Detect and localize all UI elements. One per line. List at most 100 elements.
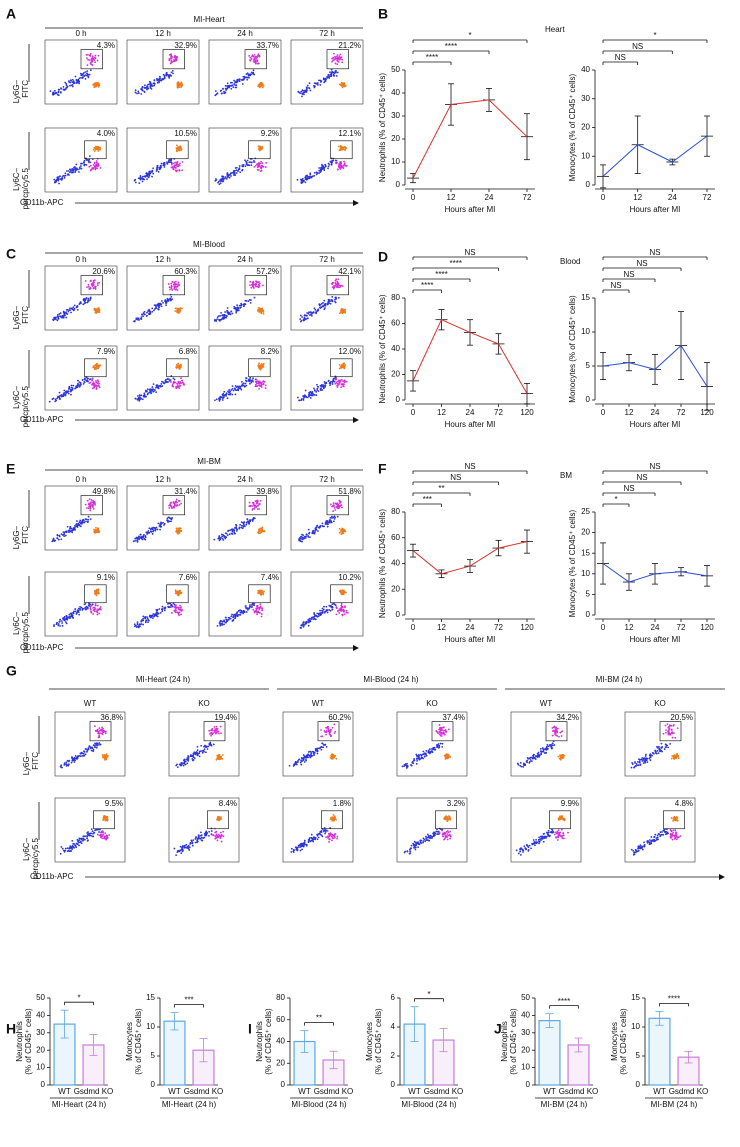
event-dot [252, 380, 255, 383]
event-dot [338, 507, 340, 510]
event-dot [326, 611, 329, 614]
event-dot [339, 148, 342, 150]
event-dot [168, 286, 171, 289]
event-dot [173, 378, 176, 381]
event-dot [336, 54, 339, 56]
event-dot [258, 54, 261, 57]
event-dot [97, 592, 100, 595]
event-dot [98, 612, 101, 615]
event-dot [196, 745, 199, 748]
event-dot [261, 164, 263, 167]
event-dot [303, 316, 306, 319]
event-dot [89, 296, 92, 299]
event-dot [263, 590, 265, 593]
event-dot [322, 165, 325, 168]
event-dot [256, 531, 259, 534]
event-dot [134, 91, 137, 94]
event-dot [73, 304, 76, 307]
event-dot [314, 85, 316, 88]
event-dot [176, 57, 178, 59]
event-dot [147, 621, 149, 624]
event-dot [100, 729, 103, 732]
event-dot [223, 316, 226, 319]
event-dot [307, 754, 310, 756]
event-dot [61, 847, 64, 850]
event-dot [155, 168, 158, 171]
event-dot [260, 381, 263, 384]
event-dot [295, 762, 298, 765]
event-dot [177, 532, 179, 535]
event-dot [674, 736, 677, 739]
event-dot [214, 90, 217, 92]
event-dot [73, 166, 76, 168]
event-dot [86, 301, 89, 304]
event-dot [331, 296, 334, 298]
event-dot [258, 162, 260, 165]
event-dot [182, 764, 185, 767]
event-dot [630, 766, 633, 769]
event-dot [526, 761, 529, 764]
column-label: 24 h [237, 29, 253, 38]
axis-label: FITC [21, 526, 30, 544]
event-dot [254, 504, 257, 507]
event-dot [157, 304, 159, 307]
event-dot [164, 300, 167, 303]
gate-percent: 7.9% [97, 347, 115, 356]
event-dot [63, 535, 66, 537]
event-dot [322, 301, 324, 304]
event-dot [257, 309, 259, 311]
event-dot [644, 761, 647, 764]
event-dot [336, 515, 339, 518]
event-dot [638, 758, 640, 761]
column-label: 0 h [75, 29, 86, 38]
event-dot [172, 505, 175, 508]
event-dot [222, 396, 225, 399]
event-dot [179, 162, 181, 165]
event-dot [55, 91, 57, 94]
event-dot [234, 80, 237, 83]
event-dot [171, 60, 174, 63]
event-dot [93, 307, 96, 310]
event-dot [56, 178, 58, 181]
event-dot [337, 60, 340, 63]
event-dot [335, 378, 338, 381]
event-dot [96, 365, 99, 368]
event-dot [178, 284, 181, 287]
event-dot [225, 618, 228, 621]
event-dot [221, 178, 224, 181]
event-dot [260, 160, 263, 163]
event-dot [169, 379, 172, 381]
event-dot [165, 74, 168, 77]
gate-percent: 12.0% [338, 347, 361, 356]
event-dot [82, 76, 84, 79]
event-dot [340, 164, 343, 167]
event-dot [319, 609, 321, 612]
event-dot [250, 71, 253, 74]
event-dot [341, 83, 344, 86]
event-dot [198, 752, 201, 755]
event-dot [230, 87, 233, 90]
event-dot [242, 609, 245, 612]
event-dot [58, 391, 61, 394]
event-dot [85, 163, 88, 166]
column-label: WT [312, 699, 325, 708]
event-dot [219, 396, 222, 399]
event-dot [98, 530, 101, 533]
event-dot [220, 732, 222, 735]
event-dot [66, 170, 68, 172]
event-dot [334, 284, 337, 287]
event-dot [313, 532, 316, 535]
event-dot [641, 760, 644, 762]
event-dot [88, 73, 91, 76]
event-dot [148, 175, 150, 178]
event-dot [135, 317, 138, 320]
event-dot [162, 521, 164, 524]
event-dot [89, 69, 92, 72]
event-dot [240, 304, 243, 307]
event-dot [170, 282, 173, 285]
event-dot [259, 162, 262, 165]
event-dot [56, 396, 59, 399]
event-dot [250, 286, 253, 289]
event-dot [161, 385, 164, 387]
event-dot [236, 611, 238, 614]
